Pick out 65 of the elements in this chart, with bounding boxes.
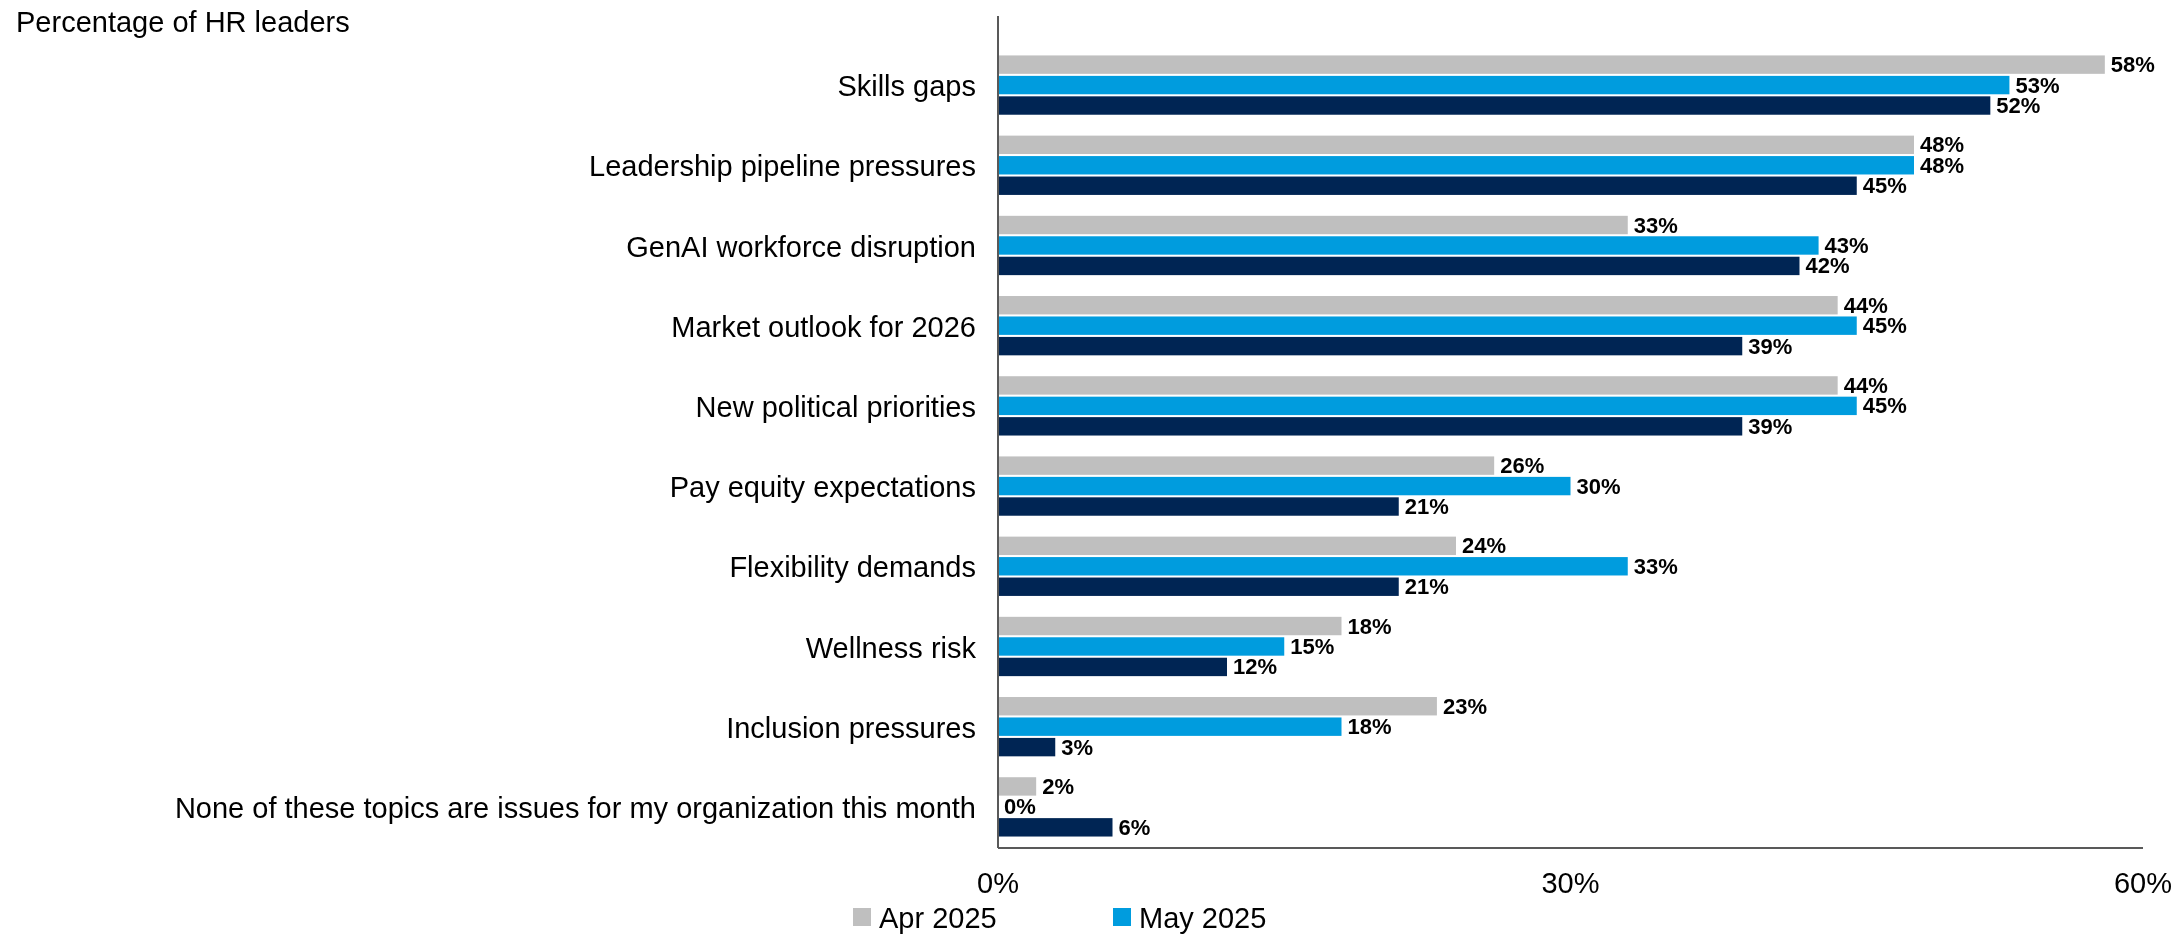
bar bbox=[998, 236, 1819, 255]
bar bbox=[998, 55, 2105, 74]
data-label: 0% bbox=[1004, 794, 1036, 820]
data-label: 6% bbox=[1118, 814, 1151, 840]
bar bbox=[998, 296, 1838, 315]
bar bbox=[998, 336, 1743, 356]
bar bbox=[998, 316, 1857, 335]
bar bbox=[998, 135, 1914, 155]
bar bbox=[998, 697, 1437, 716]
data-label: 21% bbox=[1404, 574, 1449, 600]
bar bbox=[998, 557, 1628, 576]
data-label: 33% bbox=[1633, 212, 1678, 238]
bar bbox=[998, 577, 1399, 596]
data-label: 21% bbox=[1404, 494, 1449, 520]
bar bbox=[998, 536, 1456, 556]
legend-label: Apr 2025 bbox=[879, 902, 997, 934]
data-label: 39% bbox=[1748, 413, 1793, 439]
y-tick-label: GenAI workforce disruption bbox=[626, 230, 976, 263]
bar bbox=[998, 75, 2010, 95]
y-tick-label: Leadership pipeline pressures bbox=[589, 150, 976, 183]
bar bbox=[998, 417, 1743, 436]
y-tick-label: Skills gaps bbox=[837, 70, 976, 103]
data-label: 2% bbox=[1042, 773, 1074, 799]
y-tick-label: Pay equity expectations bbox=[669, 471, 976, 504]
bar bbox=[998, 717, 1342, 736]
bar bbox=[998, 737, 1056, 757]
bar bbox=[998, 176, 1857, 195]
text: Percentage of HR leaders bbox=[16, 6, 350, 38]
x-tick-label: 60% bbox=[2113, 867, 2173, 899]
data-label: 23% bbox=[1442, 693, 1487, 719]
x-tick-label: 30% bbox=[1541, 867, 1600, 899]
data-label: 15% bbox=[1290, 633, 1335, 659]
bar bbox=[998, 156, 1914, 175]
y-tick-label: None of these topics are issues for my organization this month bbox=[174, 791, 976, 824]
data-label: 33% bbox=[1633, 553, 1678, 579]
data-label: 3% bbox=[1061, 734, 1094, 760]
bar bbox=[998, 396, 1857, 416]
data-label: 30% bbox=[1576, 473, 1621, 499]
legend-label: May 2025 bbox=[1139, 902, 1267, 934]
data-label: 39% bbox=[1748, 333, 1793, 359]
y-tick-label: New political priorities bbox=[695, 390, 976, 423]
y-tick-label: Flexibility demands bbox=[729, 551, 976, 584]
bar bbox=[998, 616, 1342, 636]
bar bbox=[998, 215, 1628, 235]
data-label: 45% bbox=[1862, 173, 1907, 199]
x-tick-label: 0% bbox=[977, 867, 1019, 899]
bar bbox=[998, 256, 1800, 276]
data-label: 12% bbox=[1233, 654, 1278, 680]
y-tick-label: Wellness risk bbox=[805, 631, 977, 664]
bar bbox=[998, 376, 1838, 395]
bar bbox=[998, 96, 1991, 115]
data-label: 24% bbox=[1462, 533, 1507, 559]
data-label: 18% bbox=[1347, 714, 1392, 740]
bar bbox=[998, 637, 1285, 656]
bar bbox=[998, 777, 1037, 796]
data-label: 58% bbox=[2110, 52, 2155, 78]
data-label: 18% bbox=[1347, 613, 1392, 639]
bar bbox=[998, 456, 1495, 475]
bar bbox=[998, 657, 1227, 677]
bar bbox=[998, 476, 1571, 496]
y-tick-label: Market outlook for 2026 bbox=[671, 310, 976, 343]
bar bbox=[998, 497, 1399, 516]
data-label: 26% bbox=[1500, 453, 1545, 479]
y-tick-label: Inclusion pressures bbox=[726, 711, 976, 744]
bar bbox=[998, 818, 1113, 837]
